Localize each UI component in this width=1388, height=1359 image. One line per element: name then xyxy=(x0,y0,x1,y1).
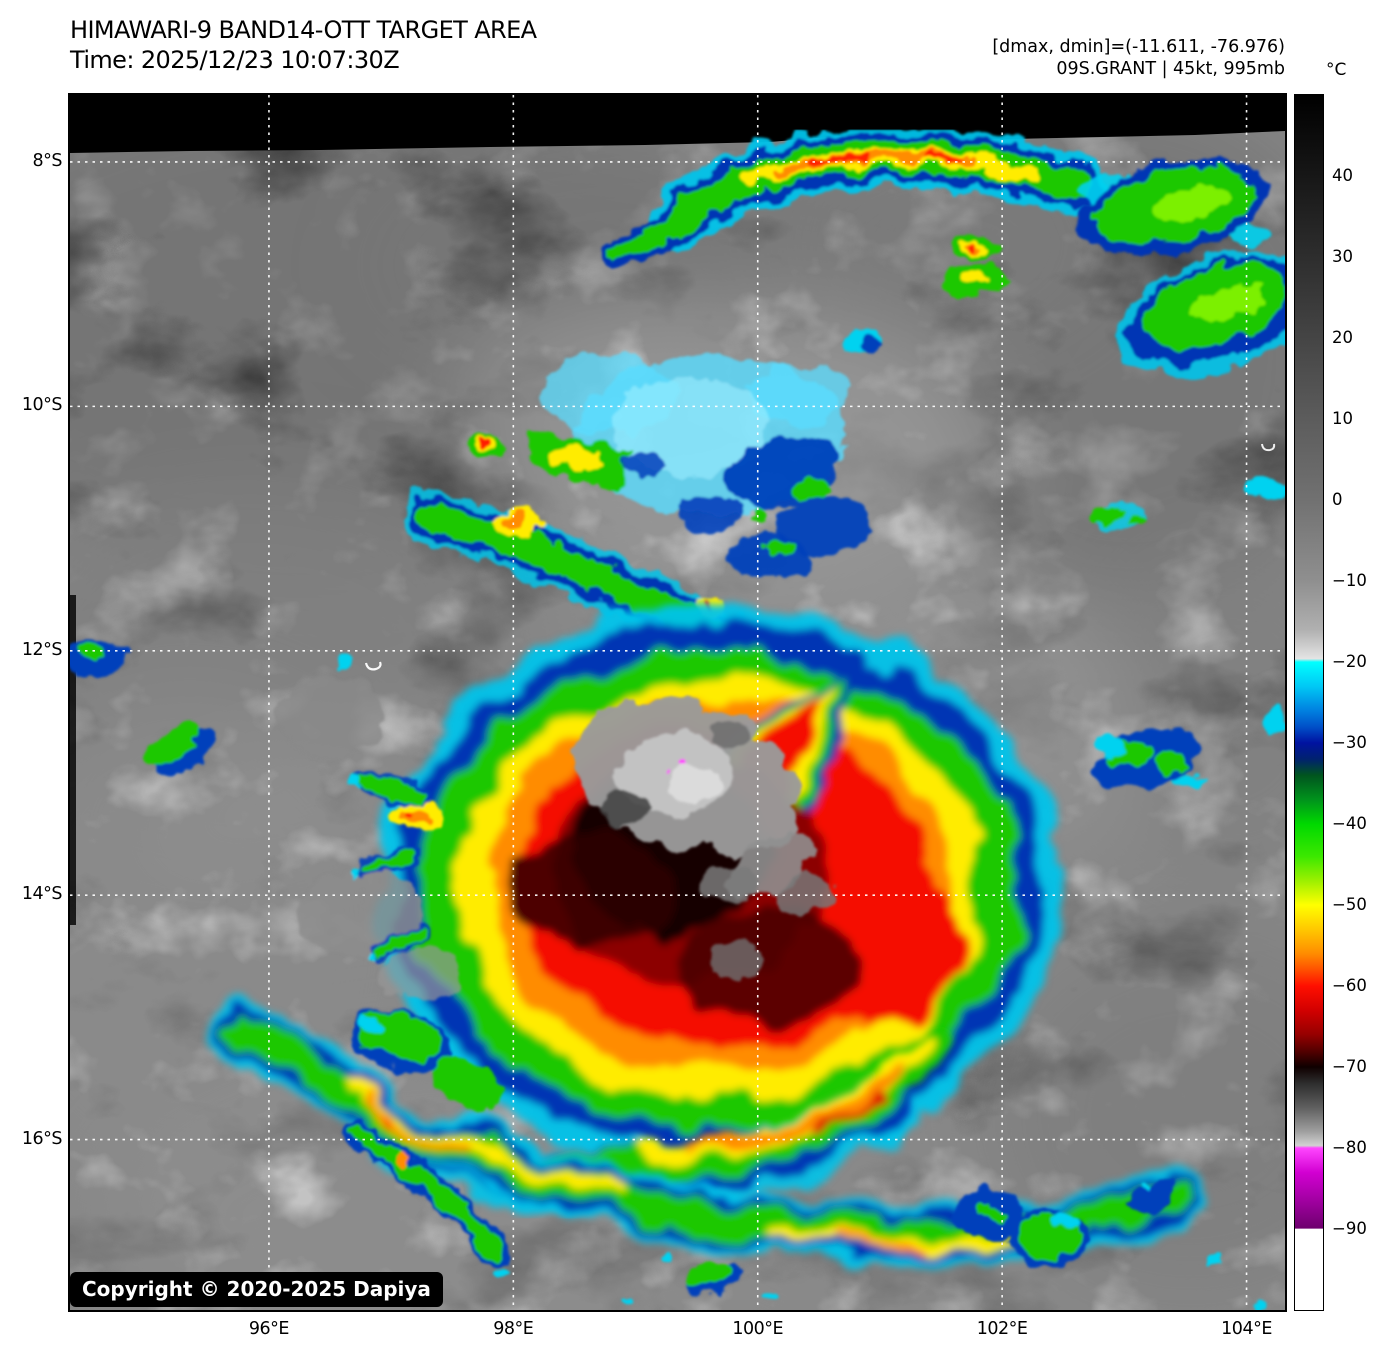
lat-tick-label: 10°S xyxy=(21,395,63,416)
west-spiral-fragments xyxy=(276,677,502,1109)
colorbar-tick-label: −30 xyxy=(1332,733,1367,752)
colorbar-tick-label: −70 xyxy=(1332,1057,1367,1076)
lon-tick-label: 96°E xyxy=(248,1319,290,1339)
lon-tick-label: 104°E xyxy=(1221,1319,1272,1339)
northern-convective-band xyxy=(604,125,1109,267)
colorbar-tick-label: −50 xyxy=(1332,895,1367,914)
colorbar-tick-label: 20 xyxy=(1332,328,1353,347)
colorbar-tick-label: 0 xyxy=(1332,490,1343,509)
satellite-image xyxy=(70,95,1285,1310)
southern-scattered-cells xyxy=(346,1121,1265,1310)
storm-annotation: [dmax, dmin]=(-11.611, -76.976) 09S.GRAN… xyxy=(992,36,1285,80)
storm-info-label: 09S.GRANT | 45kt, 995mb xyxy=(1056,59,1285,79)
cyclone-warm-eye-region xyxy=(575,697,835,980)
lat-tick-label: 16°S xyxy=(21,1128,63,1149)
colorbar xyxy=(1294,94,1324,1311)
lon-tick-label: 98°E xyxy=(493,1319,534,1339)
colorbar-unit-label: °C xyxy=(1326,60,1347,80)
cloud-artifact-marks xyxy=(364,443,1276,671)
colorbar-tick-label: 30 xyxy=(1332,247,1353,266)
colorbar-tick-label: −40 xyxy=(1332,814,1367,833)
colorbar-tick-label: −90 xyxy=(1332,1219,1367,1238)
lat-tick-label: 8°S xyxy=(32,150,63,171)
page-title: HIMAWARI-9 BAND14-OTT TARGET AREA xyxy=(70,16,537,44)
colorbar-tick-label: −10 xyxy=(1332,571,1367,590)
colorbar-tick-label: −20 xyxy=(1332,652,1367,671)
latlon-gridlines xyxy=(70,95,1285,1310)
colorbar-tick-label: −80 xyxy=(1332,1138,1367,1157)
lon-tick-label: 102°E xyxy=(976,1319,1028,1339)
colorbar-tick-label: 10 xyxy=(1332,409,1353,428)
dmin-coldest-pixel xyxy=(683,761,691,769)
copyright-badge: Copyright © 2020-2025 Dapiya xyxy=(70,1272,443,1307)
colorbar-tick-label: 40 xyxy=(1332,166,1353,185)
colorbar-tick-label: −60 xyxy=(1332,976,1367,995)
lat-tick-label: 14°S xyxy=(21,884,63,905)
lat-tick-label: 12°S xyxy=(21,639,63,660)
dmax-dmin-label: [dmax, dmin]=(-11.611, -76.976) xyxy=(992,37,1285,57)
time-label: Time: 2025/12/23 10:07:30Z xyxy=(70,46,400,74)
lon-tick-label: 100°E xyxy=(732,1319,784,1339)
anvil-debris-northeast xyxy=(842,158,1285,376)
